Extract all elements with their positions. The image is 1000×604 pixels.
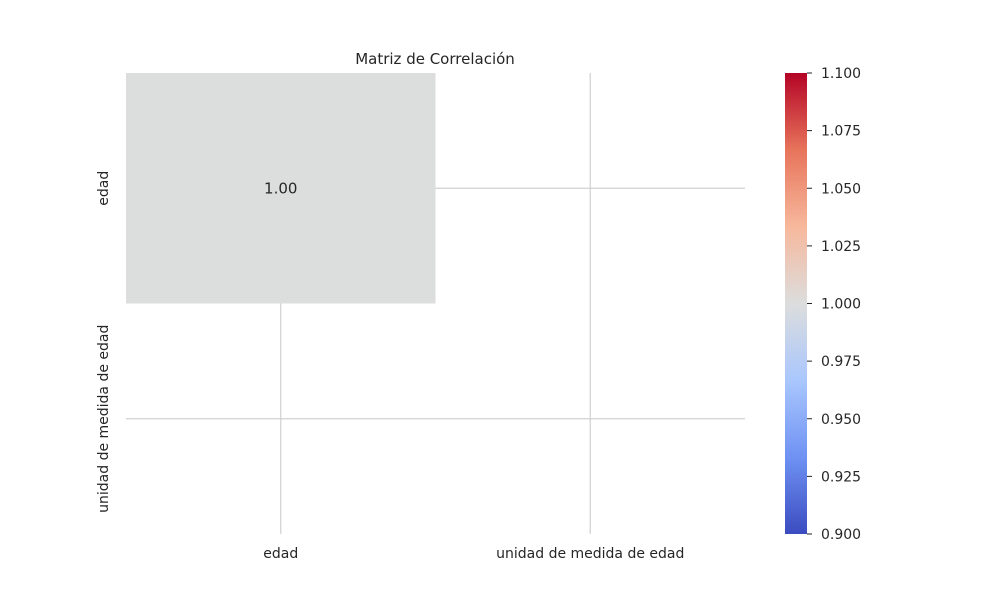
colorbar-tick-label: 1.025	[821, 239, 861, 255]
colorbar-tick-label: 1.100	[821, 66, 861, 82]
colorbar-tick-label: 0.950	[821, 412, 861, 428]
heatmap-cell	[126, 73, 436, 304]
colorbar-tick-label: 1.000	[821, 297, 861, 313]
y-tick-label: unidad de medida de edad	[96, 325, 112, 513]
colorbar-tick-label: 0.900	[821, 527, 861, 543]
x-tick-label: edad	[263, 546, 298, 562]
colorbar-tick-label: 1.050	[821, 181, 861, 197]
colorbar-tick-label: 1.075	[821, 124, 861, 140]
x-tick-label: unidad de medida de edad	[496, 546, 684, 562]
colorbar-tick-label: 0.925	[821, 469, 861, 485]
cell-value-label: 1.00	[264, 179, 297, 197]
y-tick-label: edad	[96, 171, 112, 206]
chart-title: Matriz de Correlación	[355, 50, 515, 68]
colorbar	[785, 73, 807, 534]
colorbar-tick-label: 0.975	[821, 354, 861, 370]
